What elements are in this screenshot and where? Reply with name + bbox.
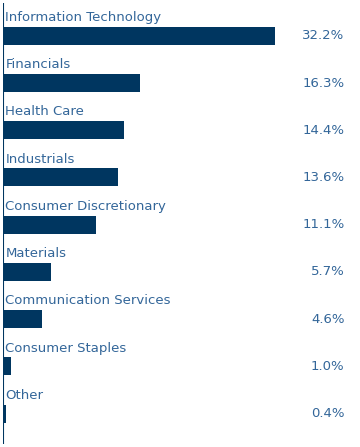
- Text: 32.2%: 32.2%: [302, 30, 345, 42]
- Bar: [3, 121, 124, 139]
- Text: 4.6%: 4.6%: [311, 312, 345, 325]
- Text: Information Technology: Information Technology: [5, 11, 161, 24]
- Bar: [3, 74, 140, 92]
- Text: 11.1%: 11.1%: [302, 218, 345, 231]
- Bar: [3, 216, 96, 234]
- Text: 14.4%: 14.4%: [302, 124, 345, 137]
- Text: 0.4%: 0.4%: [311, 407, 345, 420]
- Text: 13.6%: 13.6%: [302, 171, 345, 184]
- Bar: [3, 263, 51, 281]
- Bar: [3, 310, 42, 328]
- Text: Consumer Staples: Consumer Staples: [5, 342, 127, 354]
- Bar: [3, 405, 6, 422]
- Text: 5.7%: 5.7%: [311, 266, 345, 278]
- Text: 16.3%: 16.3%: [302, 76, 345, 89]
- Text: Financials: Financials: [5, 58, 71, 71]
- Text: Consumer Discretionary: Consumer Discretionary: [5, 200, 166, 213]
- Text: 1.0%: 1.0%: [311, 360, 345, 373]
- Bar: [3, 169, 118, 186]
- Text: Industrials: Industrials: [5, 153, 75, 166]
- Bar: [3, 357, 11, 375]
- Text: Other: Other: [5, 389, 43, 402]
- Text: Health Care: Health Care: [5, 105, 84, 118]
- Text: Communication Services: Communication Services: [5, 294, 171, 307]
- Bar: [3, 27, 275, 45]
- Text: Materials: Materials: [5, 247, 66, 260]
